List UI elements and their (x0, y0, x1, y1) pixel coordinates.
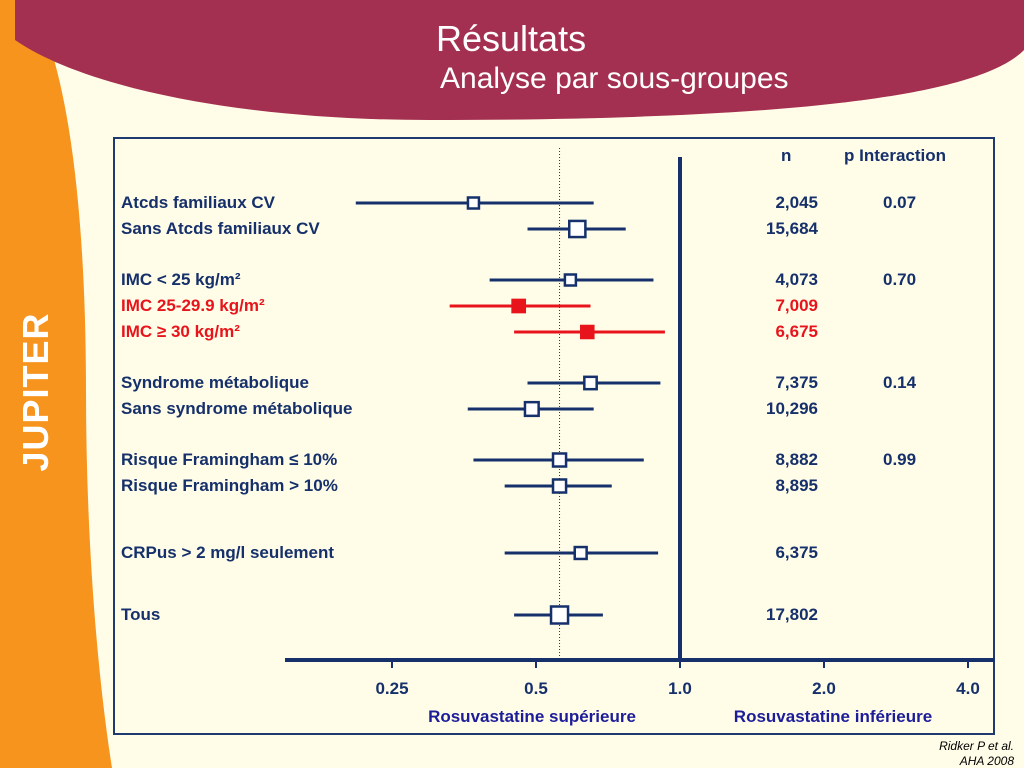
point-estimate-marker (549, 605, 570, 625)
subgroup-label: IMC < 25 kg/m² (121, 270, 241, 289)
x-tick-label: 0.25 (375, 679, 409, 698)
slide-subtitle: Analyse par sous-groupes (440, 62, 789, 95)
subgroup-label: Sans syndrome métabolique (121, 399, 353, 418)
point-estimate-marker (466, 196, 481, 210)
x-tick-label: 0.5 (524, 679, 548, 698)
subgroup-n-value: 10,296 (766, 399, 818, 418)
subgroup-n-value: 17,802 (766, 605, 818, 624)
point-estimate-marker (580, 324, 595, 340)
side-band (0, 0, 112, 768)
point-estimate-marker (573, 545, 588, 561)
subgroup-label: Sans Atcds familiaux CV (121, 219, 320, 238)
p-interaction-value: 0.99 (883, 450, 917, 469)
point-estimate-marker (523, 400, 540, 418)
subgroup-n-value: 6,675 (775, 322, 818, 341)
favor-right-label: Rosuvastatine inférieure (733, 707, 933, 726)
subgroup-label: CRPus > 2 mg/l seulement (121, 543, 335, 562)
x-tick-label: 2.0 (812, 679, 836, 698)
x-tick-label: 1.0 (668, 679, 692, 698)
subgroup-n-value: 15,684 (766, 219, 818, 238)
point-estimate-marker (551, 452, 568, 468)
subgroup-label: Risque Framingham ≤ 10% (121, 450, 338, 469)
subgroup-label: Atcds familiaux CV (121, 193, 275, 212)
subgroup-n-value: 7,009 (775, 296, 818, 315)
p-interaction-header: p Interaction (844, 146, 947, 165)
x-tick-label: 4.0 (956, 679, 980, 698)
subgroup-n-value: 8,895 (775, 476, 818, 495)
point-estimate-marker (583, 375, 598, 391)
p-interaction-value: 0.07 (883, 193, 917, 212)
subgroup-label: IMC ≥ 30 kg/m² (121, 322, 240, 341)
chart-frame (113, 137, 995, 735)
subgroup-n-value: 6,375 (775, 543, 818, 562)
point-estimate-marker (511, 298, 527, 314)
subgroup-n-value: 7,375 (775, 373, 818, 392)
subgroup-label: Syndrome métabolique (121, 373, 309, 392)
title-banner (15, 0, 1024, 120)
subgroup-n-value: 4,073 (775, 270, 818, 289)
source-citation-line1: Ridker P et al. (939, 739, 1014, 753)
p-interaction-value: 0.70 (883, 270, 917, 289)
source-citation-line2: AHA 2008 (959, 754, 1014, 768)
point-estimate-marker (567, 219, 587, 239)
subgroup-label: Risque Framingham > 10% (121, 476, 338, 495)
point-estimate-marker (551, 478, 568, 494)
p-interaction-value: 0.14 (883, 373, 917, 392)
subgroup-n-value: 8,882 (775, 450, 818, 469)
subgroup-label: Tous (121, 605, 161, 624)
favor-left-label: Rosuvastatine supérieure (428, 707, 636, 726)
n-column-header: n (781, 146, 792, 165)
subgroup-label: IMC 25-29.9 kg/m² (121, 296, 265, 315)
subgroup-n-value: 2,045 (775, 193, 818, 212)
point-estimate-marker (563, 273, 578, 287)
slide-title: Résultats (436, 18, 587, 59)
